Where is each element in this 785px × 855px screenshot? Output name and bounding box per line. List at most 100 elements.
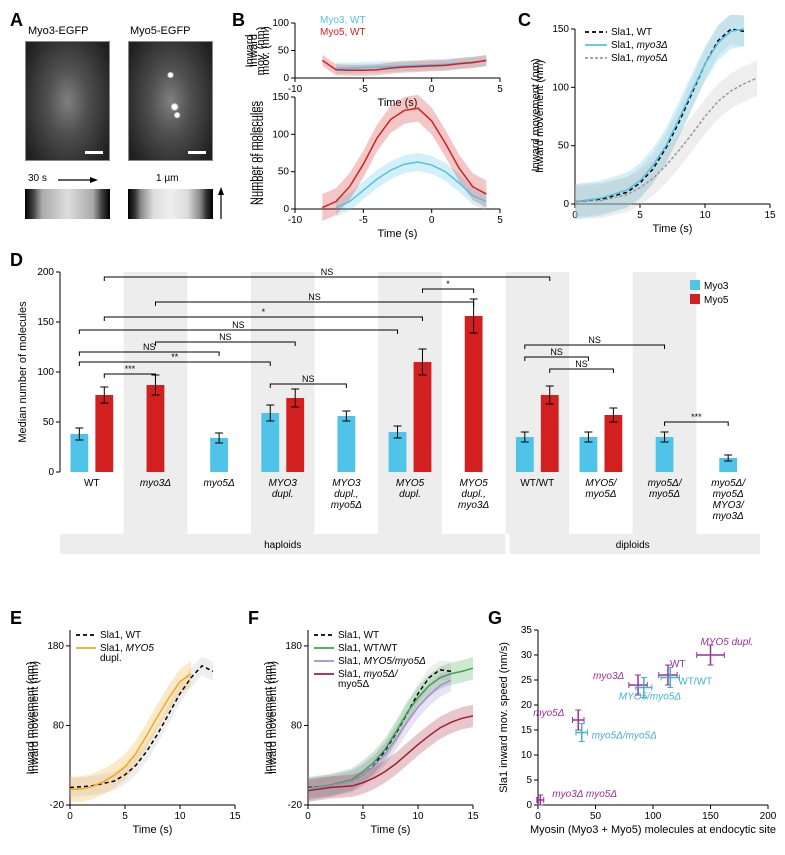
svg-text:15: 15 <box>229 811 241 822</box>
svg-text:35: 35 <box>521 625 533 636</box>
svg-text:dupl.,: dupl., <box>334 489 358 500</box>
scalebar-left <box>85 151 103 154</box>
svg-text:myo3Δ: myo3Δ <box>140 478 171 489</box>
svg-text:myo3Δ: myo3Δ <box>593 671 624 682</box>
svg-text:mov. (nm): mov. (nm) <box>255 27 267 76</box>
svg-text:50: 50 <box>43 417 55 428</box>
svg-text:Inward movement (nm): Inward movement (nm) <box>263 661 275 774</box>
svg-text:Myo3: Myo3 <box>704 281 729 292</box>
panel-label-a: A <box>10 10 23 31</box>
svg-text:myo5Δ: myo5Δ <box>533 708 564 719</box>
svg-text:MYO3: MYO3 <box>269 478 298 489</box>
svg-text:Time (s): Time (s) <box>371 824 411 836</box>
svg-text:Inward movement (nm): Inward movement (nm) <box>530 58 542 171</box>
svg-text:0: 0 <box>535 811 541 822</box>
svg-text:0: 0 <box>283 204 289 215</box>
micrograph-myo3 <box>25 41 110 161</box>
svg-text:Time (s): Time (s) <box>653 223 693 235</box>
svg-text:80: 80 <box>291 720 303 731</box>
svg-text:Sla1 inward mov. speed (nm/s): Sla1 inward mov. speed (nm/s) <box>498 642 510 793</box>
svg-text:*: * <box>446 279 450 289</box>
svg-text:5: 5 <box>497 215 503 226</box>
svg-text:15: 15 <box>764 210 776 221</box>
svg-text:Inward movement (nm): Inward movement (nm) <box>25 661 37 774</box>
svg-text:Sla1, WT/WT: Sla1, WT/WT <box>338 643 397 654</box>
svg-text:10: 10 <box>521 750 533 761</box>
svg-text:0: 0 <box>305 811 311 822</box>
svg-text:MYO5: MYO5 <box>396 478 425 489</box>
svg-text:MYO5: MYO5 <box>459 478 488 489</box>
svg-text:MYO5/myo5Δ: MYO5/myo5Δ <box>619 692 682 703</box>
svg-text:***: *** <box>125 364 136 374</box>
svg-text:Sla1, WT: Sla1, WT <box>338 630 379 641</box>
micro-label-right: Myo5-EGFP <box>130 25 191 37</box>
svg-text:Sla1, WT: Sla1, WT <box>100 630 141 641</box>
svg-text:-10: -10 <box>288 84 303 95</box>
svg-text:10: 10 <box>174 811 186 822</box>
svg-text:NS: NS <box>302 374 315 384</box>
svg-text:0: 0 <box>429 84 435 95</box>
svg-text:Myo5, WT: Myo5, WT <box>320 27 366 38</box>
svg-text:myo5Δ: myo5Δ <box>713 489 744 500</box>
svg-text:50: 50 <box>558 141 570 152</box>
svg-text:25: 25 <box>521 675 533 686</box>
svg-text:NS: NS <box>143 342 156 352</box>
svg-text:NS: NS <box>550 347 563 357</box>
panel-b-chart: 050100-10-505Time (s)Inwardmov. (nm)Myo3… <box>240 15 520 245</box>
svg-text:80: 80 <box>53 720 65 731</box>
svg-text:0: 0 <box>283 73 289 84</box>
svg-text:5: 5 <box>360 811 366 822</box>
svg-text:15: 15 <box>521 725 533 736</box>
svg-text:Time (s): Time (s) <box>378 228 418 240</box>
svg-text:MYO5 dupl.: MYO5 dupl. <box>701 637 754 648</box>
svg-text:100: 100 <box>272 129 289 140</box>
scalebar-right <box>188 151 206 154</box>
svg-text:180: 180 <box>47 641 64 652</box>
svg-text:5: 5 <box>637 210 643 221</box>
svg-text:150: 150 <box>272 92 289 103</box>
svg-text:myo3Δ myo5Δ: myo3Δ myo5Δ <box>552 789 617 800</box>
svg-text:WT/WT: WT/WT <box>678 677 712 688</box>
svg-text:NS: NS <box>219 332 232 342</box>
svg-text:haploids: haploids <box>264 540 301 551</box>
svg-text:200: 200 <box>760 811 777 822</box>
svg-text:Myo5: Myo5 <box>704 295 729 306</box>
svg-text:20: 20 <box>521 700 533 711</box>
svg-text:MYO5/: MYO5/ <box>585 478 617 489</box>
svg-text:10: 10 <box>699 210 711 221</box>
svg-text:dupl.,: dupl., <box>461 489 485 500</box>
svg-text:Sla1, myo5Δ: Sla1, myo5Δ <box>611 53 668 64</box>
micro-label-left: Myo3-EGFP <box>28 25 89 37</box>
svg-text:0: 0 <box>563 199 569 210</box>
svg-text:myo5Δ: myo5Δ <box>331 500 362 511</box>
kymograph-myo5 <box>128 189 213 219</box>
svg-text:150: 150 <box>552 24 569 35</box>
svg-text:*: * <box>262 307 266 317</box>
svg-text:Sla1, myo3Δ: Sla1, myo3Δ <box>611 40 668 51</box>
svg-text:5: 5 <box>497 84 503 95</box>
svg-text:NS: NS <box>321 267 334 277</box>
svg-text:100: 100 <box>645 811 662 822</box>
svg-text:NS: NS <box>232 320 245 330</box>
svg-text:100: 100 <box>552 82 569 93</box>
svg-text:-5: -5 <box>359 84 368 95</box>
panel-g-chart: 05101520253035050100150200Myosin (Myo3 +… <box>493 618 783 853</box>
svg-text:5: 5 <box>526 775 532 786</box>
svg-text:0: 0 <box>526 800 532 811</box>
svg-text:15: 15 <box>467 811 479 822</box>
svg-text:200: 200 <box>37 267 54 278</box>
svg-text:NS: NS <box>575 359 588 369</box>
svg-text:WT/WT: WT/WT <box>520 478 554 489</box>
svg-text:myo5Δ: myo5Δ <box>649 489 680 500</box>
panel-f-chart: -2080180051015Time (s)Inward movement (n… <box>258 618 488 853</box>
panel-d-chart: 050100150200Median number of moleculesMy… <box>12 262 777 607</box>
svg-text:100: 100 <box>37 367 54 378</box>
svg-text:150: 150 <box>37 317 54 328</box>
kymo-scale-label: 1 µm <box>156 173 178 184</box>
svg-text:Median number of molecules: Median number of molecules <box>17 301 29 443</box>
svg-text:100: 100 <box>272 18 289 29</box>
svg-text:-5: -5 <box>359 215 368 226</box>
svg-text:myo5Δ: myo5Δ <box>338 679 369 690</box>
arrow-right-icon <box>58 175 98 185</box>
svg-text:**: ** <box>171 352 179 362</box>
